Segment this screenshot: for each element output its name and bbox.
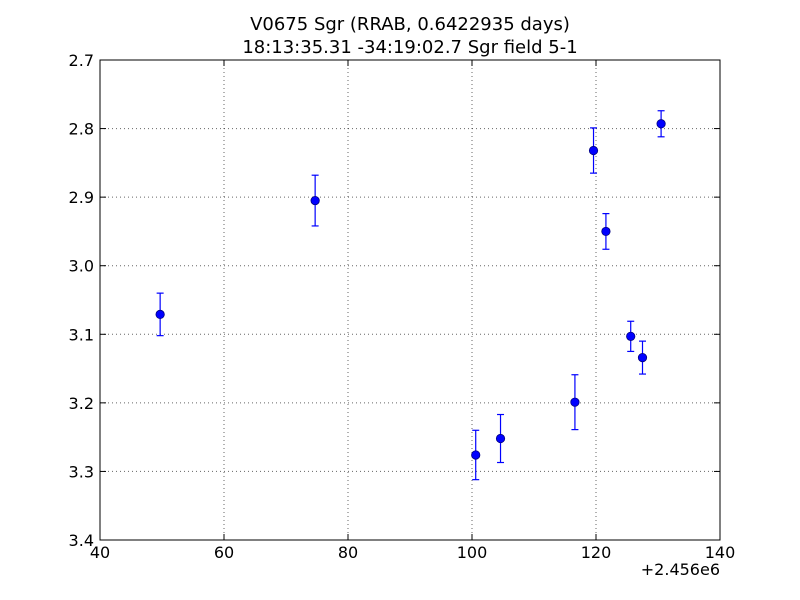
- data-point: [570, 374, 580, 431]
- point-marker: [656, 119, 666, 129]
- point-marker: [637, 352, 648, 363]
- y-tick-label: 2.8: [69, 120, 94, 139]
- x-tick-label: 40: [90, 543, 110, 562]
- y-tick-label: 3.1: [69, 325, 94, 344]
- x-tick-label: 100: [457, 543, 488, 562]
- point-marker: [310, 195, 320, 206]
- y-tick-label: 3.3: [69, 462, 94, 481]
- x-axis-ticks: 40 60 80 100 120 140: [90, 60, 735, 562]
- y-tick-label: 2.9: [69, 188, 94, 207]
- chart-subtitle: 18:13:35.31 -34:19:02.7 Sgr field 5-1: [242, 37, 577, 58]
- y-tick-label: 3.4: [69, 531, 94, 550]
- data-point: [626, 320, 636, 353]
- point-marker: [471, 450, 481, 460]
- x-tick-label: 120: [581, 543, 612, 562]
- data-point: [471, 429, 481, 481]
- y-axis-ticks: 2.7 2.8 2.9 3.0 3.1 3.2 3.3 3.4: [69, 51, 720, 550]
- y-tick-label: 2.7: [69, 51, 94, 70]
- data-point: [310, 174, 320, 227]
- point-marker: [626, 331, 636, 341]
- data-point: [588, 127, 599, 174]
- y-tick-label: 3.2: [69, 394, 94, 413]
- data-point: [601, 213, 611, 250]
- x-tick-label: 60: [214, 543, 234, 562]
- data-points: [155, 110, 666, 481]
- point-marker: [588, 145, 599, 156]
- point-marker: [495, 433, 506, 444]
- chart-title: V0675 Sgr (RRAB, 0.6422935 days): [250, 14, 570, 35]
- data-point: [155, 292, 165, 337]
- x-tick-label: 140: [705, 543, 736, 562]
- x-tick-label: 80: [338, 543, 358, 562]
- x-offset-label: +2.456e6: [641, 560, 720, 579]
- y-tick-label: 3.0: [69, 257, 94, 276]
- plot-frame: [99, 59, 721, 541]
- point-marker: [155, 309, 165, 319]
- data-point: [495, 413, 506, 464]
- point-marker: [570, 397, 580, 407]
- point-marker: [601, 226, 611, 237]
- grid-lines: [99, 59, 721, 541]
- data-point: [656, 110, 666, 138]
- data-point: [637, 340, 648, 375]
